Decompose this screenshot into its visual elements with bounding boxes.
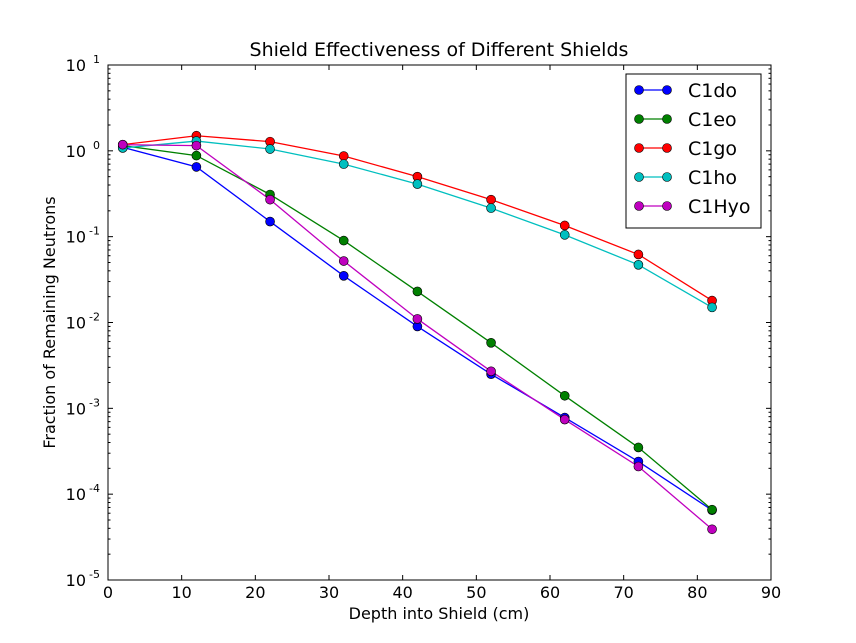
series-points [117,130,717,535]
data-point-C1ho [338,159,349,169]
y-tick-base: 10 [66,571,86,590]
legend-label: C1Hyo [688,196,751,218]
legend-marker [662,172,672,182]
y-tick-exponent: -3 [89,396,100,409]
legend-box [625,73,762,229]
data-point-C1Hyo [265,194,275,205]
data-point-C1ho [486,203,496,213]
legend-marker [662,85,672,95]
x-tick-label: 90 [761,583,781,602]
y-tick-label: 10 [66,142,86,161]
x-tick-label: 10 [171,583,191,602]
x-tick-label: 0 [103,583,113,602]
data-point-C1eo [338,235,349,246]
data-point-C1do [265,216,275,227]
data-point-C1Hyo [633,461,644,472]
y-tick-base: 10 [66,485,86,504]
legend-label: C1go [688,138,737,160]
legend-marker [634,172,644,182]
data-point-C1ho [559,230,570,240]
data-point-C1eo [707,504,717,515]
x-tick-label: 30 [319,583,339,602]
data-point-C1Hyo [486,366,496,377]
data-point-C1eo [191,150,202,161]
y-tick-base: 10 [66,314,86,333]
data-point-C1go [486,194,496,205]
x-axis-label: Depth into Shield (cm) [349,604,530,623]
data-point-C1do [191,162,202,172]
legend-marker [662,143,672,153]
legend-marker [662,201,672,211]
x-tick-label: 40 [392,583,412,602]
y-tick-exponent: 0 [93,139,100,152]
legend-marker [634,201,644,211]
y-tick-exponent: -1 [89,225,100,238]
y-tick-base: 10 [66,399,86,418]
data-point-C1eo [412,286,423,297]
y-tick-label: 10 [66,56,86,75]
y-tick-exponent: 1 [93,53,100,66]
y-tick-base: 10 [66,142,86,161]
legend-label: C1ho [688,167,737,189]
y-tick-exponent: -4 [89,482,100,495]
y-tick-label: 10 [66,485,86,504]
x-axis-ticks: 0 10 20 30 40 50 60 70 80 90 [103,65,781,602]
data-point-C1Hyo [412,314,423,324]
chart-title: Shield Effectiveness of Different Shield… [250,39,629,61]
plot-frame [107,64,772,581]
data-point-C1go [559,220,570,231]
legend-label: C1do [688,80,737,102]
x-tick-label: 60 [540,583,560,602]
data-point-C1Hyo [707,524,717,535]
data-point-C1eo [486,338,496,348]
legend-marker [662,114,672,124]
legend-marker [634,143,644,153]
data-point-C1ho [633,260,644,270]
y-tick-label: 10 [66,314,86,333]
y-tick-label: 10 [66,399,86,418]
legend-marker [634,85,644,95]
x-tick-label: 70 [613,583,633,602]
data-point-C1eo [559,390,570,401]
y-tick-label: 10 [66,228,86,247]
data-point-C1Hyo [117,139,128,150]
x-tick-label: 20 [245,583,265,602]
data-point-C1do [338,271,349,281]
legend-label: C1eo [688,109,737,131]
data-point-C1Hyo [559,414,570,425]
y-axis-label: Fraction of Remaining Neutrons [40,196,59,448]
data-point-C1ho [707,302,717,313]
data-point-C1go [633,249,644,260]
data-point-C1go [338,151,349,161]
data-point-C1ho [265,144,275,154]
y-tick-exponent: -2 [89,311,100,324]
data-point-C1ho [412,179,423,189]
y-tick-label: 10 [66,571,86,590]
x-tick-label: 50 [466,583,486,602]
y-tick-base: 10 [66,228,86,247]
data-point-C1Hyo [191,140,202,151]
data-point-C1Hyo [338,256,349,266]
legend-marker [634,114,644,124]
y-tick-base: 10 [66,56,86,75]
legend: C1do C1eo C1go C1ho C1Hyo [625,73,762,229]
data-point-C1eo [633,442,644,453]
y-tick-exponent: -5 [89,568,100,581]
x-tick-label: 80 [687,583,707,602]
